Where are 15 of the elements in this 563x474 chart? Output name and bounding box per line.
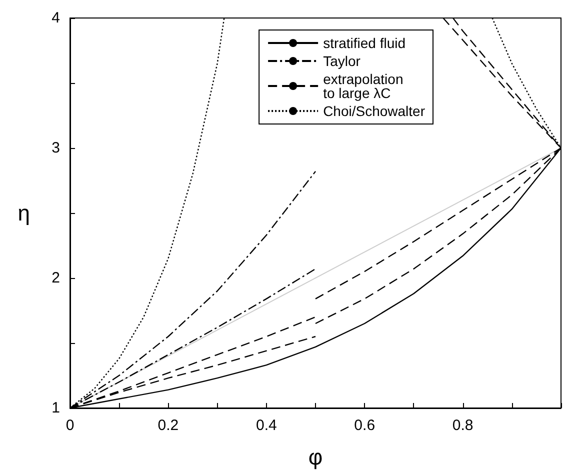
x-axis-title: φ — [308, 444, 323, 470]
y-axis-title: η — [18, 200, 30, 226]
legend-label: Taylor — [323, 53, 361, 69]
x-tick-label: 0.8 — [452, 417, 474, 434]
y-tick-label: 3 — [52, 140, 60, 156]
y-tick-label: 4 — [52, 10, 60, 26]
y-tick-label: 1 — [52, 400, 60, 416]
x-tick-label: 0.2 — [158, 417, 179, 434]
y-tick-label: 2 — [52, 270, 60, 286]
legend-label: Choi/Schowalter — [323, 103, 426, 119]
x-tick-label: 0.6 — [354, 417, 376, 434]
x-tick-label: 0 — [66, 417, 74, 434]
legend-label: extrapolation to large λC — [323, 71, 404, 101]
x-tick-label: 0.4 — [256, 417, 277, 434]
legend-label: stratified fluid — [323, 35, 406, 51]
